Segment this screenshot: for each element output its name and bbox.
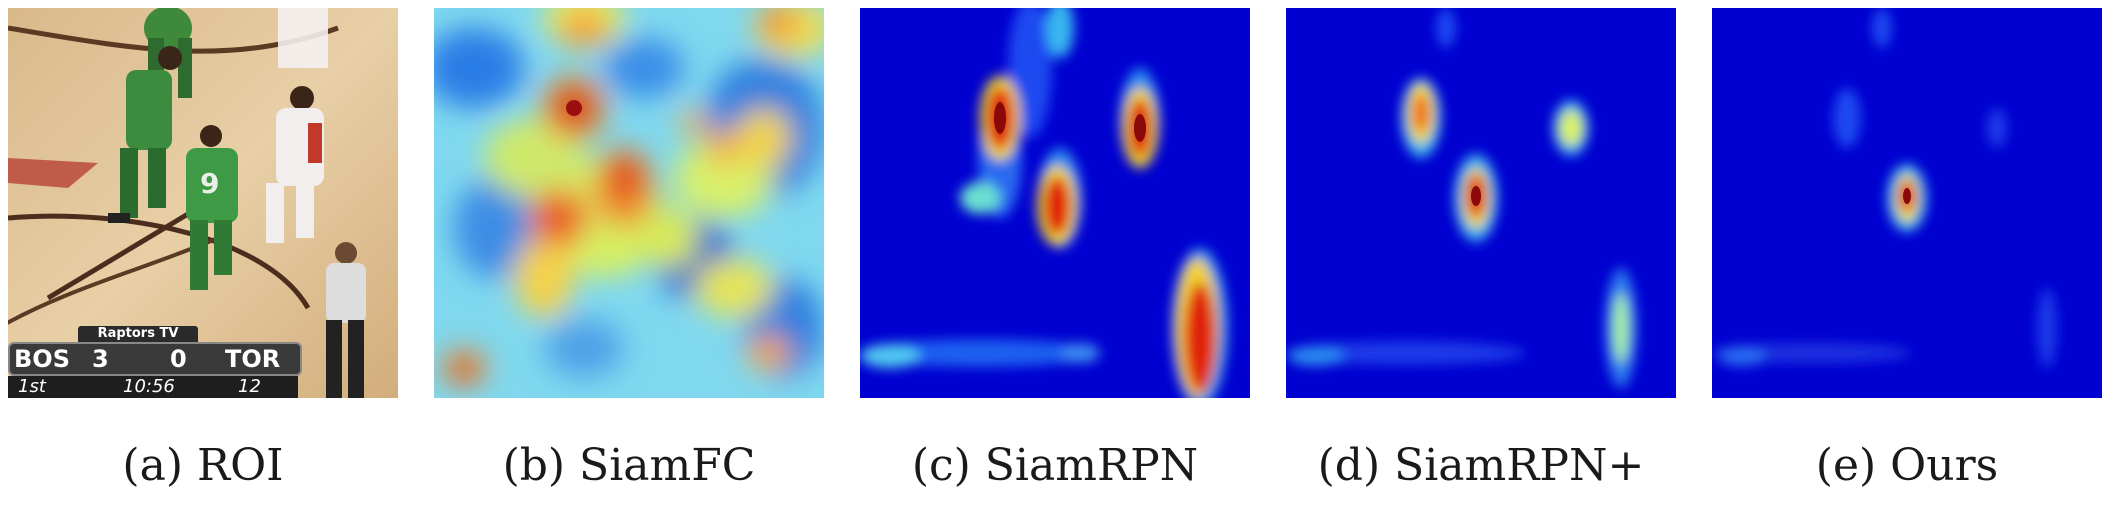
player-white-red: [266, 8, 328, 243]
player-green-nine: 9: [186, 125, 238, 290]
player-green-left: [108, 46, 182, 223]
home-team: BOS: [14, 345, 70, 373]
siamrpnplus-response-map: [1286, 8, 1676, 398]
caption-roi: (a) ROI: [122, 440, 284, 491]
siamfc-response-map: [434, 8, 824, 398]
network-logo: Raptors TV: [78, 326, 198, 342]
siamfc-heatmap: [434, 8, 824, 398]
away-team: TOR: [225, 345, 281, 373]
caption-siamfc: (b) SiamFC: [502, 440, 756, 491]
score-row: BOS 3 0 TOR: [8, 342, 302, 376]
roi-photo: 9: [8, 8, 398, 398]
caption-ours: (e) Ours: [1815, 440, 1999, 491]
siamrpnplus-heatmap: [1286, 8, 1676, 398]
shot-clock: 12: [238, 376, 261, 397]
ours-heatmap: [1712, 8, 2102, 398]
period: 1st: [18, 376, 46, 397]
caption-siamrpnplus: (d) SiamRPN+: [1317, 440, 1645, 491]
siamrpn-heatmap: [860, 8, 1250, 398]
jersey-number: 9: [200, 167, 219, 200]
away-score: 0: [170, 345, 187, 373]
game-clock: 10:56: [123, 376, 175, 397]
scoreboard: Raptors TV BOS 3 0 TOR 1st 10:56 12: [8, 326, 398, 398]
home-score: 3: [92, 345, 109, 373]
referee: [326, 242, 366, 398]
ours-response-map: [1712, 8, 2102, 398]
siamrpn-response-map: [860, 8, 1250, 398]
roi-image: 9 Raptors TV BOS 3 0 TOR 1st 1: [8, 8, 398, 398]
clock-row: 1st 10:56 12: [8, 376, 298, 398]
caption-siamrpn: (c) SiamRPN: [911, 440, 1199, 491]
